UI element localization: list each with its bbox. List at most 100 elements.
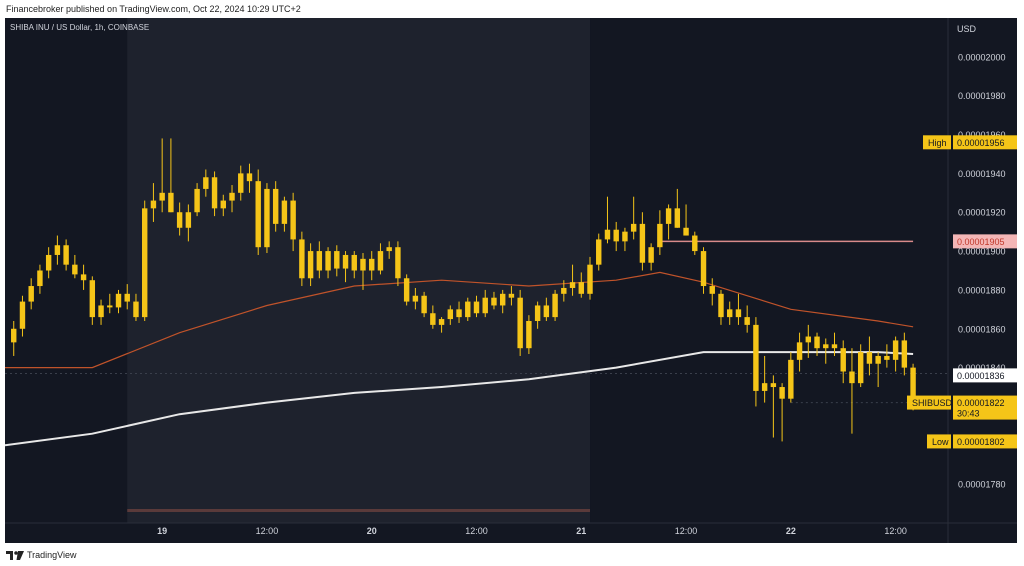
candle-body[interactable] [351, 254, 357, 271]
candle-body[interactable] [377, 251, 384, 271]
candle-body[interactable] [316, 251, 323, 271]
candle-body[interactable] [220, 200, 226, 209]
candle-body[interactable] [412, 295, 419, 302]
candle-body[interactable] [596, 239, 602, 265]
candle-body[interactable] [866, 352, 873, 364]
candle-body[interactable] [325, 251, 331, 271]
candle-body[interactable] [194, 188, 200, 213]
candle-body[interactable] [98, 305, 104, 318]
candle-body[interactable] [735, 309, 742, 318]
candle-body[interactable] [342, 254, 349, 269]
candle-body[interactable] [124, 293, 130, 302]
candle-body[interactable] [369, 258, 375, 271]
candle-body[interactable] [403, 278, 410, 302]
candle-body[interactable] [430, 313, 436, 325]
candle-body[interactable] [63, 245, 69, 265]
candle-body[interactable] [639, 223, 646, 263]
candle-body[interactable] [80, 274, 87, 281]
candle-body[interactable] [491, 297, 497, 306]
candle-body[interactable] [115, 293, 122, 308]
candle-body[interactable] [901, 340, 908, 368]
candle-body[interactable] [211, 177, 218, 209]
candle-body[interactable] [168, 192, 174, 213]
candle-body[interactable] [657, 223, 663, 248]
candle-body[interactable] [753, 324, 759, 391]
candle-body[interactable] [910, 367, 916, 403]
candle-body[interactable] [54, 245, 61, 255]
candle-body[interactable] [72, 264, 78, 275]
candle-body[interactable] [569, 282, 576, 288]
candle-body[interactable] [683, 227, 689, 236]
candle-body[interactable] [648, 247, 654, 263]
candle-body[interactable] [840, 348, 846, 372]
candle-body[interactable] [613, 229, 619, 242]
candle-body[interactable] [176, 212, 183, 228]
candle-body[interactable] [849, 371, 855, 384]
candle-body[interactable] [622, 231, 628, 242]
candle-body[interactable] [796, 342, 803, 360]
candle-body[interactable] [203, 177, 209, 189]
candle-body[interactable] [238, 173, 244, 193]
candle-body[interactable] [89, 280, 96, 318]
candle-body[interactable] [665, 208, 672, 224]
candle-body[interactable] [499, 293, 506, 306]
candle-body[interactable] [674, 208, 681, 228]
candle-body[interactable] [272, 188, 279, 224]
candle-body[interactable] [831, 344, 838, 349]
candle-body[interactable] [517, 297, 523, 349]
candle-body[interactable] [700, 251, 707, 287]
candle-body[interactable] [281, 200, 288, 224]
candle-body[interactable] [587, 264, 593, 294]
candle-body[interactable] [37, 270, 43, 287]
candle-body[interactable] [421, 295, 427, 314]
candle-body[interactable] [604, 229, 611, 240]
candle-body[interactable] [290, 200, 296, 240]
candle-body[interactable] [447, 309, 454, 320]
candle-body[interactable] [526, 321, 532, 349]
candle-body[interactable] [892, 340, 899, 360]
candle-body[interactable] [770, 383, 777, 388]
candle-body[interactable] [19, 301, 26, 329]
candle-body[interactable] [630, 223, 637, 232]
candle-body[interactable] [788, 359, 794, 399]
candle-body[interactable] [561, 287, 567, 294]
candle-body[interactable] [299, 239, 305, 279]
candle-body[interactable] [744, 317, 750, 325]
candle-body[interactable] [395, 247, 401, 279]
candle-body[interactable] [465, 301, 471, 318]
candle-body[interactable] [884, 355, 890, 360]
candle-body[interactable] [141, 208, 148, 318]
candle-body[interactable] [360, 258, 366, 271]
candle-body[interactable] [823, 344, 829, 349]
candle-body[interactable] [185, 212, 192, 228]
candle-body[interactable] [45, 254, 52, 271]
candle-body[interactable] [857, 352, 864, 384]
candle-body[interactable] [255, 181, 261, 248]
candle-body[interactable] [307, 251, 314, 279]
candle-body[interactable] [552, 293, 558, 318]
candle-body[interactable] [482, 297, 488, 314]
candle-body[interactable] [11, 328, 17, 343]
candle-body[interactable] [578, 282, 584, 294]
candle-body[interactable] [814, 336, 820, 349]
candle-body[interactable] [456, 309, 462, 318]
candle-body[interactable] [709, 286, 715, 294]
candle-body[interactable] [692, 235, 698, 252]
candle-body[interactable] [718, 293, 724, 318]
candle-body[interactable] [508, 293, 515, 298]
candle-body[interactable] [534, 305, 541, 321]
candle-body[interactable] [229, 192, 235, 201]
candle-body[interactable] [543, 305, 550, 318]
chart-frame[interactable]: USD 0.00002000 0.00001980 0.00001960 0.00001… [5, 18, 1017, 543]
candle-body[interactable] [28, 286, 34, 302]
candle-body[interactable] [133, 301, 139, 318]
candle-body[interactable] [334, 251, 340, 269]
candle-body[interactable] [150, 200, 157, 209]
candle-body[interactable] [386, 247, 392, 252]
candle-body[interactable] [438, 319, 445, 325]
candle-body[interactable] [473, 301, 480, 314]
candle-body[interactable] [761, 383, 768, 391]
candle-body[interactable] [246, 173, 253, 182]
candle-body[interactable] [264, 188, 270, 248]
candle-body[interactable] [159, 192, 165, 201]
